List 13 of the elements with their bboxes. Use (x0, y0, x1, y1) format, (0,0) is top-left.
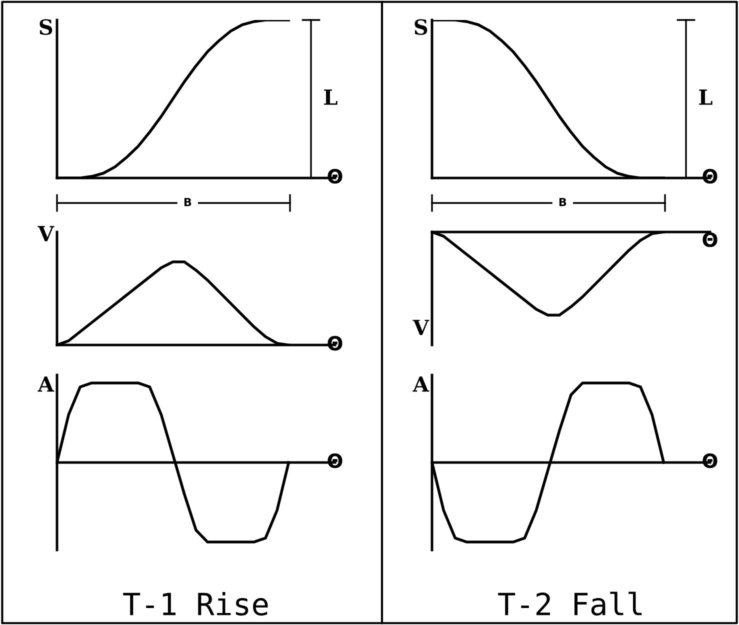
text: T-1 Rise (123, 592, 268, 616)
y-axis-title: S (414, 19, 428, 35)
y-axis-title: V (38, 226, 54, 242)
text: B (559, 198, 566, 206)
text: T-2 Fall (498, 592, 642, 616)
y-axis-title: S (40, 19, 52, 35)
y-axis-title: V (412, 320, 430, 336)
annotation: L (324, 90, 338, 105)
annotation: L (699, 90, 712, 105)
x-axis-title: Θ (702, 232, 718, 248)
text: B (184, 198, 192, 206)
y-axis-title: A (38, 376, 54, 392)
y-axis-title: A (412, 376, 430, 392)
